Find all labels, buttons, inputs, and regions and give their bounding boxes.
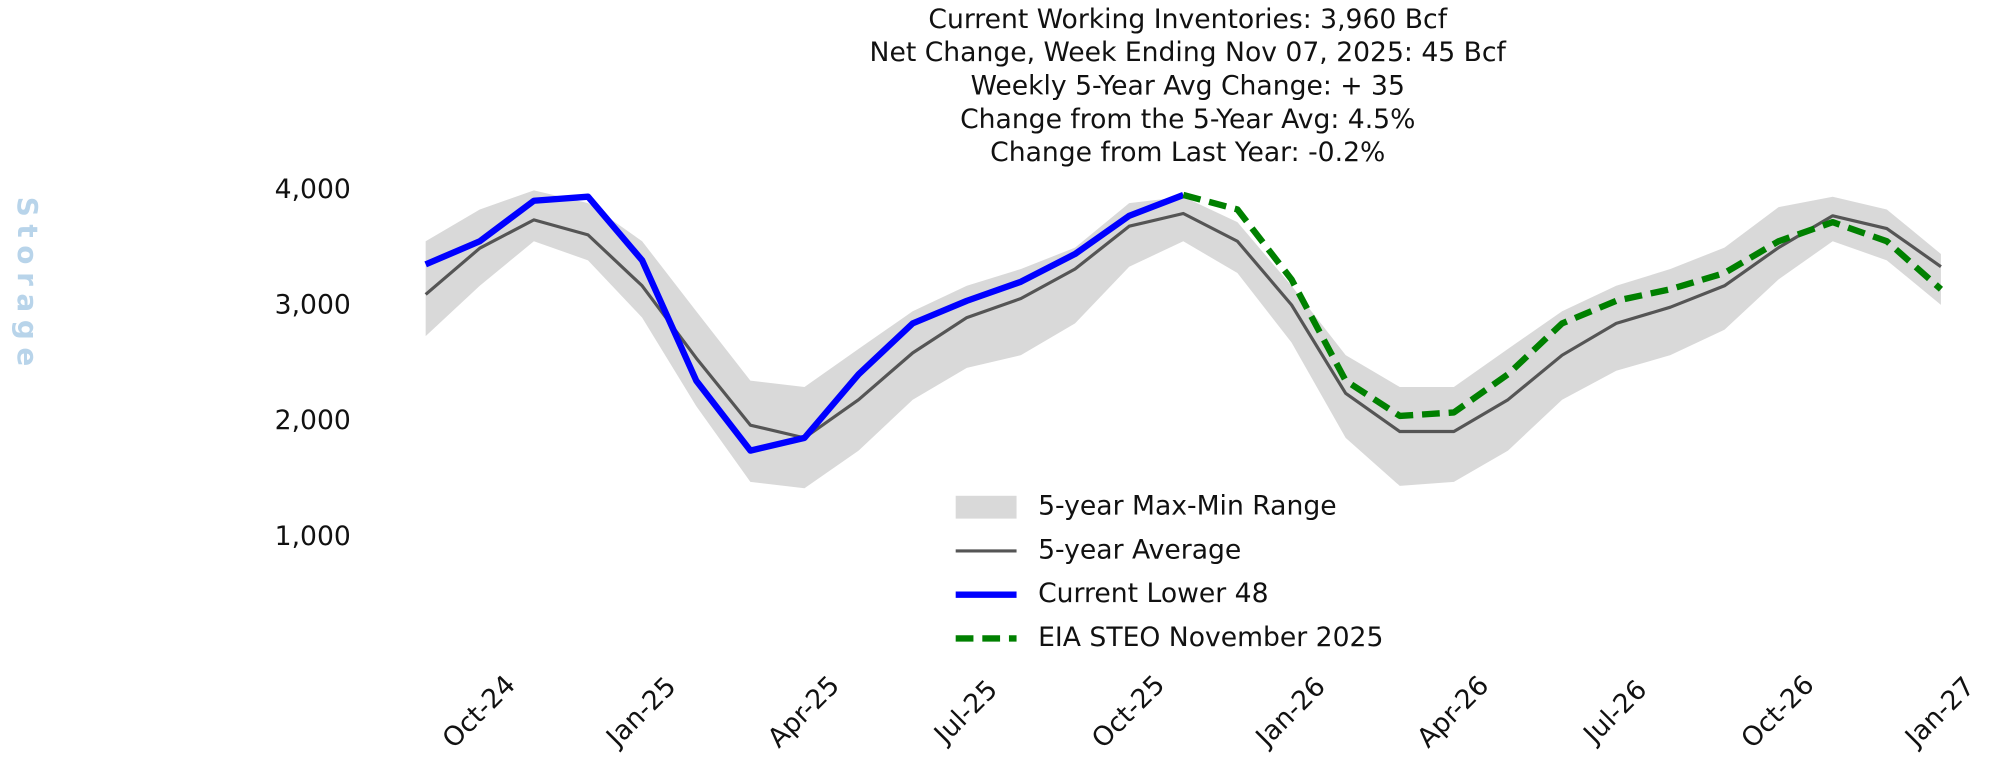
chart-title: Change from Last Year: -0.2% [990,137,1385,168]
x-tick-label: Oct-26 [1735,669,1820,754]
x-tick-label: Jan-25 [599,671,682,754]
series-line [424,192,1185,454]
legend-swatch [955,495,1017,519]
x-tick-label: Jul-26 [1576,674,1653,751]
x-tick-label: Apr-26 [1411,670,1495,754]
y-tick-label: 2,000 [275,405,351,436]
x-tick-label: Apr-25 [762,670,846,754]
y-tick-label: 3,000 [275,290,351,321]
series-line [1182,191,1944,420]
legend-label: EIA STEO November 2025 [1038,622,1383,653]
chart-title: Current Working Inventories: 3,960 Bcf [928,4,1447,35]
y-tick-label: 1,000 [275,521,351,552]
x-tick-label: Jan-26 [1249,671,1332,754]
x-tick-label: Jan-27 [1898,671,1981,754]
legend-label: Current Lower 48 [1038,578,1268,609]
legend-label: 5-year Average [1038,534,1241,565]
x-tick-label: Oct-25 [1086,669,1171,754]
y-axis-label: Storage [11,197,44,374]
legend-label: 5-year Max-Min Range [1038,491,1337,522]
range-band [425,190,1941,489]
x-tick-label: Jul-25 [927,674,1004,751]
chart-title: Weekly 5-Year Avg Change: + 35 [971,70,1405,101]
y-tick-label: 4,000 [275,174,351,205]
chart-title: Change from the 5-Year Avg: 4.5% [960,104,1415,135]
chart-title: Net Change, Week Ending Nov 07, 2025: 45… [870,37,1507,68]
x-tick-label: Oct-24 [436,669,521,754]
